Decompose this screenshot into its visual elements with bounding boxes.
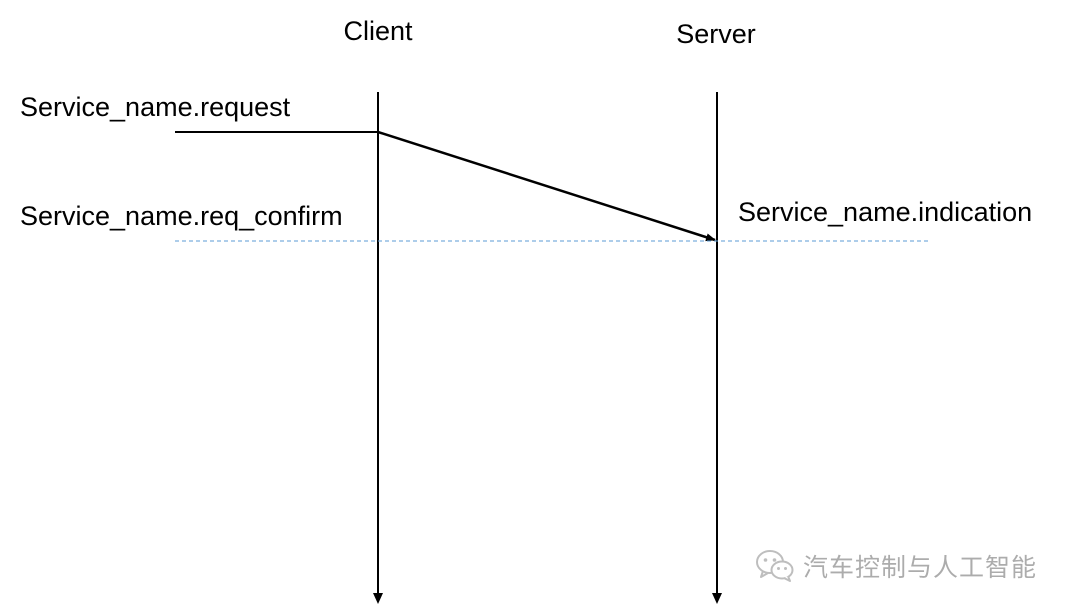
req-confirm-label: Service_name.req_confirm <box>20 201 343 231</box>
watermark: 汽车控制与人工智能 <box>755 548 1037 584</box>
indication-label: Service_name.indication <box>738 197 1032 227</box>
server-label: Server <box>676 19 756 49</box>
request-label: Service_name.request <box>20 92 291 122</box>
wechat-icon <box>755 548 795 584</box>
client-label: Client <box>343 16 413 46</box>
client-lifeline-arrowhead <box>373 593 383 604</box>
watermark-text: 汽车控制与人工智能 <box>803 553 1038 582</box>
server-lifeline-arrowhead <box>712 593 722 604</box>
request-message-arrow <box>377 130 716 242</box>
